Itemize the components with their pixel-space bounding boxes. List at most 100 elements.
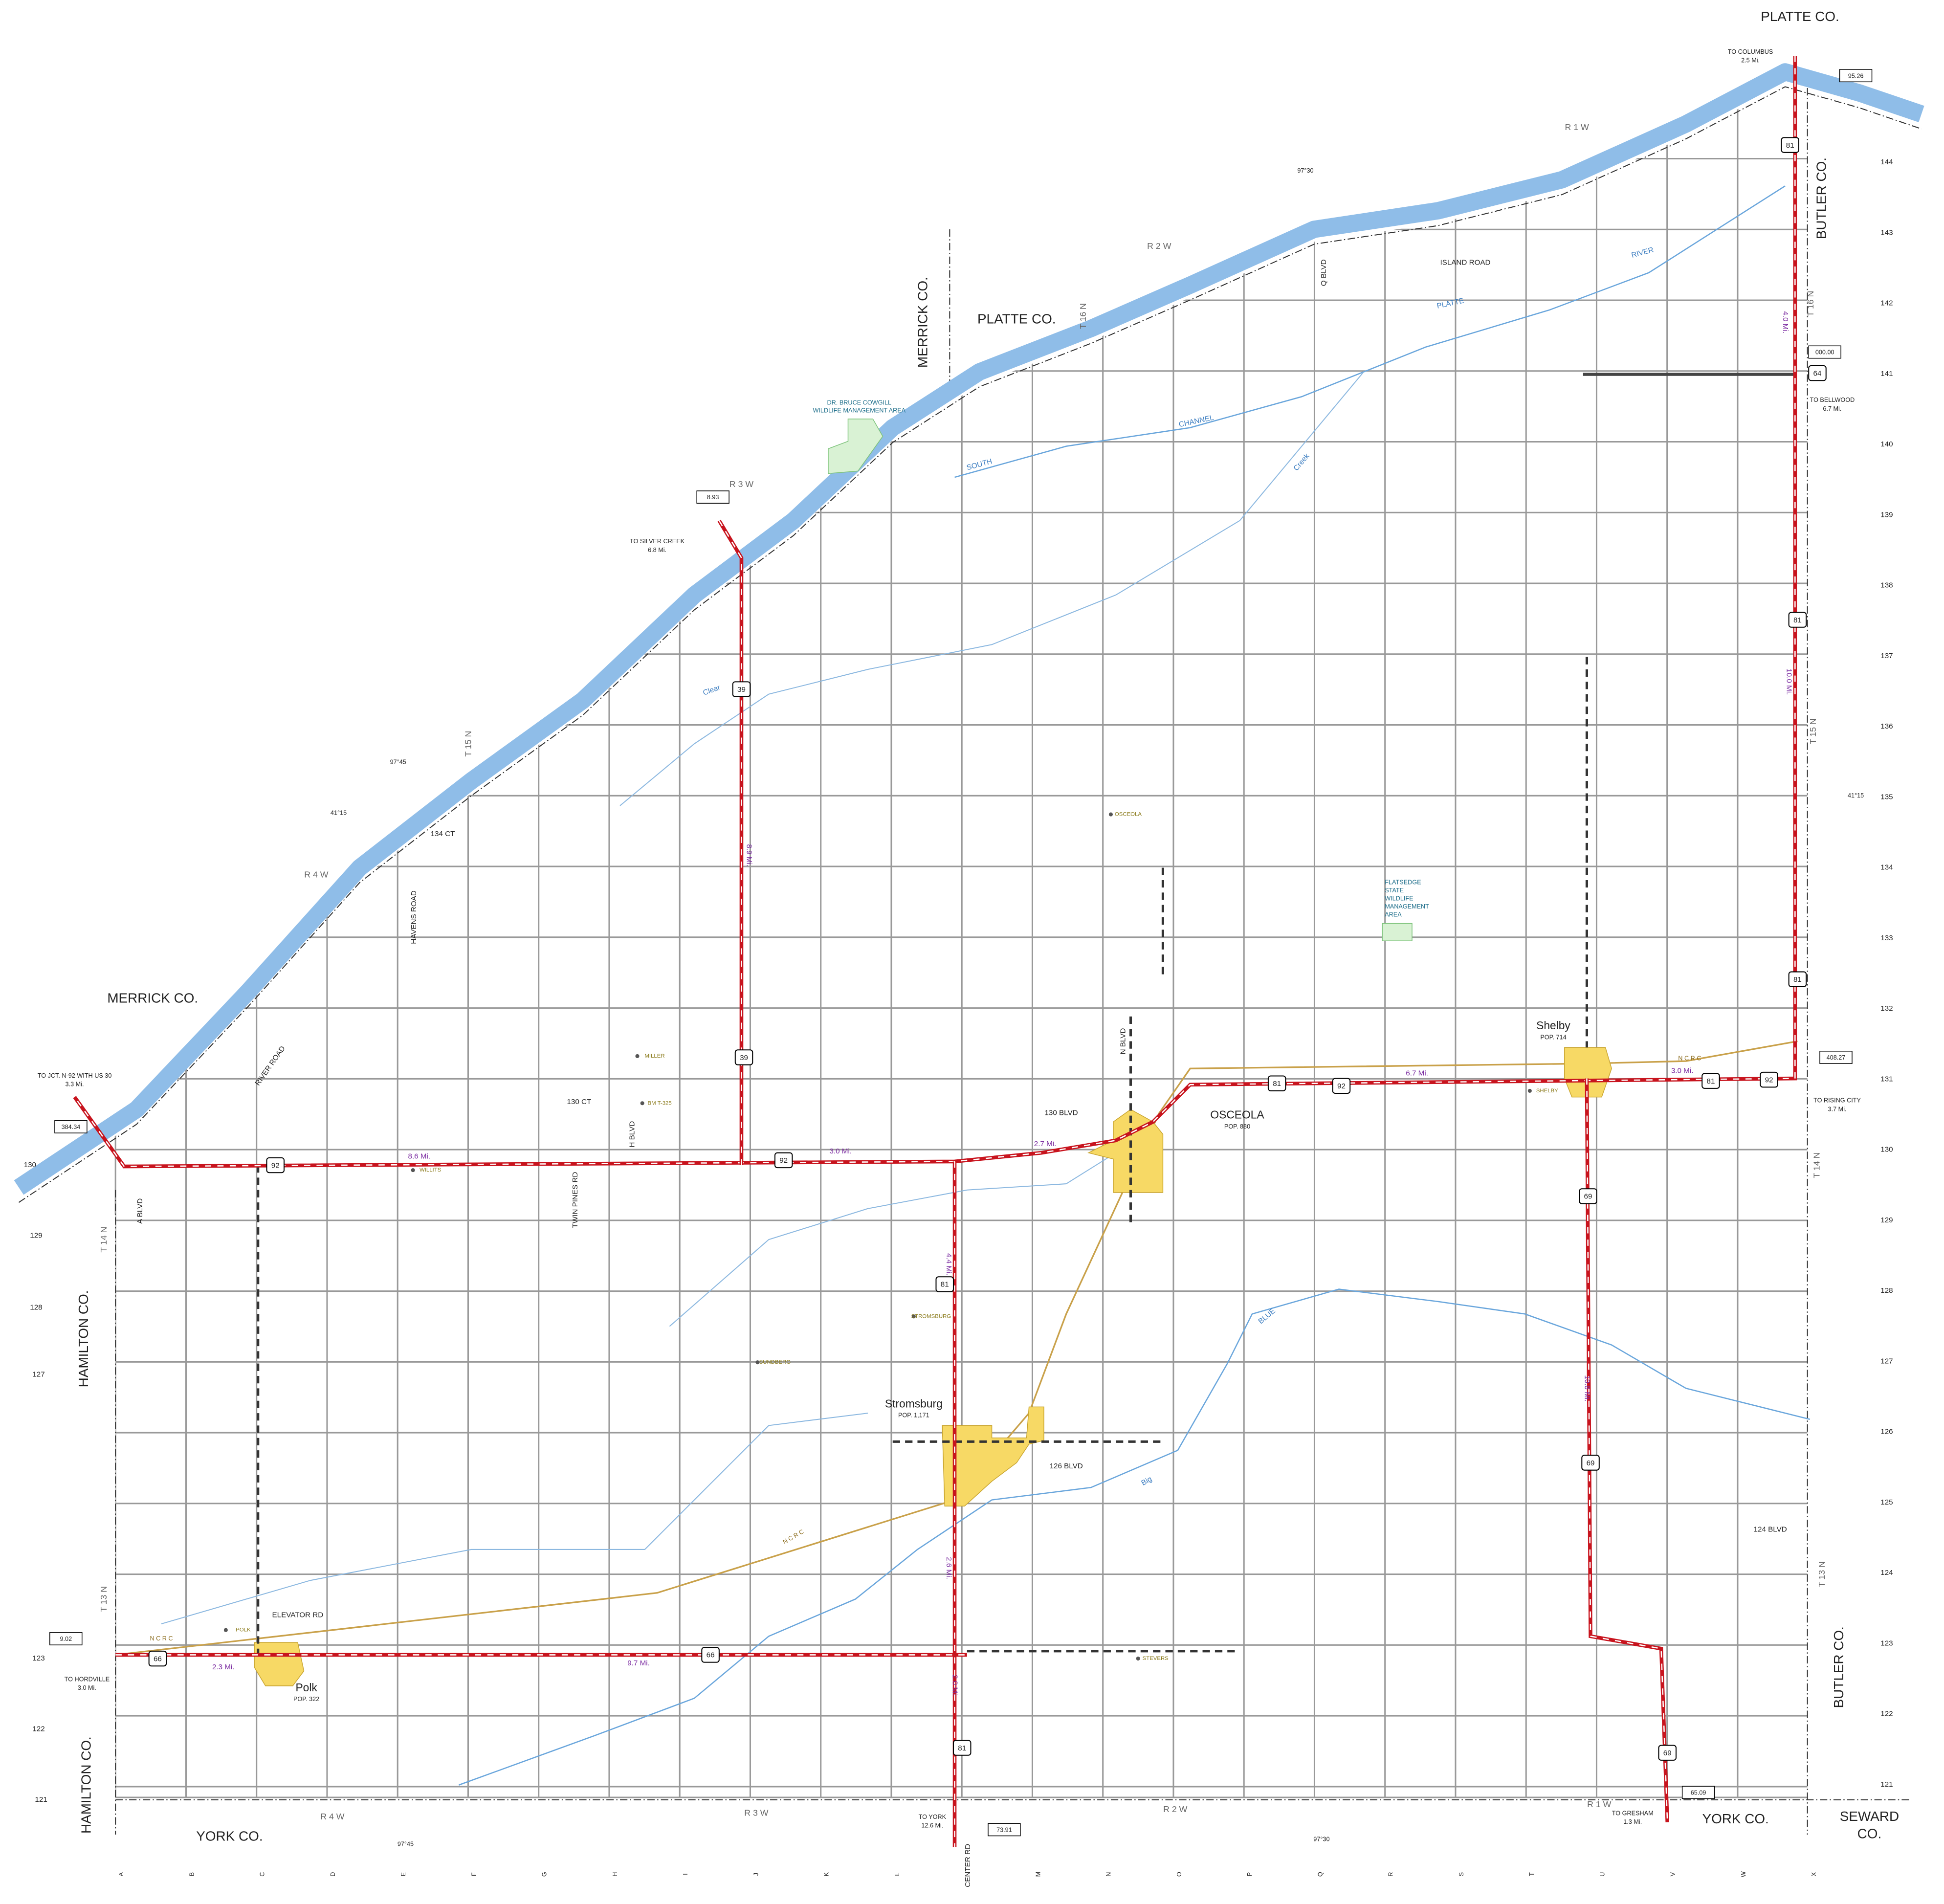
route-number: 92: [1765, 1076, 1773, 1084]
county-name: PLATTE CO.: [977, 311, 1056, 326]
route-shield: [935, 1276, 954, 1292]
range-label: R 4 W: [304, 870, 329, 880]
coordinate: 97°30: [1313, 1836, 1329, 1843]
town-name: OSCEOLA: [1210, 1108, 1264, 1121]
grid-column: D: [330, 1872, 336, 1877]
grid-column: T: [1528, 1872, 1535, 1876]
route-number: 81: [941, 1281, 949, 1289]
segment-distance: 8.9 Mi.: [745, 844, 753, 866]
coordinate: 41°15: [331, 809, 347, 816]
route-number: 81: [958, 1744, 966, 1752]
town-population: POP. 880: [1224, 1123, 1250, 1130]
creek: [669, 1152, 1116, 1327]
route-number: 81: [1273, 1080, 1281, 1088]
railroad-label: N C R C: [1678, 1055, 1701, 1062]
segment-distance: 6.7 Mi.: [1406, 1069, 1428, 1077]
segment-distance: 8.6 Mi.: [408, 1152, 431, 1160]
town-area: [1564, 1047, 1612, 1098]
road-name: HAVENS ROAD: [410, 890, 418, 944]
milepost: 000.00: [1815, 349, 1834, 356]
route-shield: [148, 1650, 167, 1667]
county-line: [18, 86, 1922, 1203]
milepost: 8.93: [707, 494, 719, 501]
wildlife-area-label: AREA: [1385, 911, 1402, 918]
milepost-box: [1839, 69, 1873, 83]
road-name: 130 CT: [567, 1098, 591, 1106]
town-population: POP. 322: [293, 1696, 319, 1703]
county-name: BUTLER CO.: [1813, 157, 1829, 239]
milepost: 384.34: [62, 1124, 81, 1130]
grid-row: 128: [30, 1304, 42, 1312]
place-name: SHELBY: [1536, 1088, 1558, 1094]
place-marker: [223, 1628, 228, 1632]
grid-column: F: [470, 1872, 477, 1876]
grid-row: 132: [1880, 1004, 1893, 1013]
place-name: STROMSBURG: [911, 1313, 951, 1319]
route-number: 92: [779, 1156, 788, 1165]
grid-column: W: [1740, 1871, 1747, 1877]
big-blue-river: [459, 1288, 1811, 1786]
destination-distance: 3.3 Mi.: [66, 1081, 84, 1088]
grid-column: CENTER RD: [964, 1844, 972, 1887]
route-number: 81: [1786, 141, 1794, 150]
grid-column: S: [1458, 1872, 1465, 1876]
coordinate: 97°45: [390, 758, 406, 765]
railroad: [115, 1040, 1798, 1656]
county-name: HAMILTON CO.: [78, 1736, 93, 1834]
township-label: T 16 N: [1078, 303, 1088, 329]
destination-distance: 6.7 Mi.: [1823, 405, 1841, 412]
route-number: 81: [1793, 975, 1802, 984]
county-name: YORK CO.: [196, 1828, 263, 1843]
township-label: T 14 N: [1812, 1152, 1822, 1178]
wildlife-area-label: DR. BRUCE COWGILL: [827, 399, 892, 406]
creek: [619, 371, 1364, 806]
route-shield: [732, 681, 751, 697]
range-label: R 3 W: [729, 479, 754, 489]
place-name: POLK: [236, 1627, 251, 1633]
grid-row: 134: [1880, 863, 1893, 872]
road-name: 134 CT: [431, 830, 455, 838]
destination-distance: 3.0 Mi.: [78, 1684, 96, 1691]
route-shield: [266, 1157, 285, 1173]
grid-row: 121: [1880, 1780, 1893, 1789]
county-name: BUTLER CO.: [1831, 1626, 1846, 1708]
wildlife-area-label: STATE: [1385, 887, 1404, 894]
place-marker: [640, 1101, 644, 1106]
road-name: TWIN PINES RD: [571, 1172, 579, 1228]
range-label: R 4 W: [320, 1812, 345, 1821]
milepost: 9.02: [60, 1636, 72, 1642]
town-area: [1087, 1109, 1164, 1193]
route-number: 66: [707, 1651, 715, 1660]
destination: TO GRESHAM: [1612, 1810, 1654, 1816]
road-name: ISLAND ROAD: [1440, 258, 1490, 266]
destination: TO SILVER CREEK: [630, 538, 685, 545]
route-number: 81: [1706, 1077, 1715, 1085]
grid-row: 143: [1880, 228, 1893, 237]
grid-column: N: [1105, 1872, 1112, 1877]
route-number: 92: [271, 1161, 280, 1170]
destination-distance: 2.5 Mi.: [1741, 57, 1760, 64]
county-name: HAMILTON CO.: [76, 1290, 91, 1388]
place-name: BM T-325: [648, 1100, 672, 1106]
grid-column: G: [541, 1872, 548, 1877]
range-label: R 2 W: [1147, 241, 1171, 251]
grid-row: 126: [1880, 1428, 1893, 1436]
milepost-box: [1681, 1786, 1715, 1799]
milepost-box: [988, 1823, 1021, 1837]
highway: [1585, 1078, 1670, 1822]
destination: TO RISING CITY: [1813, 1097, 1861, 1104]
grid-column: X: [1811, 1872, 1817, 1876]
route-number: 81: [1793, 616, 1802, 624]
grid-row: 127: [1880, 1357, 1893, 1365]
route-number: 69: [1663, 1749, 1672, 1757]
creek: [161, 1413, 868, 1625]
destination-distance: 3.7 Mi.: [1828, 1106, 1847, 1112]
county-name: SEWARD: [1840, 1809, 1899, 1824]
grid-row: 133: [1880, 934, 1893, 942]
grid-row: 128: [1880, 1286, 1893, 1295]
grid-row: 137: [1880, 652, 1893, 660]
milepost: 95.26: [1848, 72, 1864, 79]
